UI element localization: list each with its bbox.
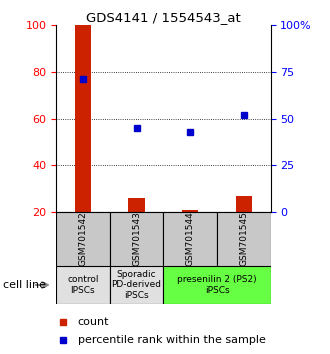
Bar xyxy=(217,212,271,266)
Bar xyxy=(128,198,145,212)
Text: GSM701545: GSM701545 xyxy=(239,211,248,267)
Text: percentile rank within the sample: percentile rank within the sample xyxy=(78,335,265,344)
Bar xyxy=(182,210,198,212)
Bar xyxy=(110,266,163,304)
Bar xyxy=(56,266,110,304)
Text: presenilin 2 (PS2)
iPSCs: presenilin 2 (PS2) iPSCs xyxy=(177,275,257,295)
Text: cell line: cell line xyxy=(3,280,46,290)
Text: GSM701542: GSM701542 xyxy=(79,212,87,266)
Bar xyxy=(110,212,163,266)
Text: Sporadic
PD-derived
iPSCs: Sporadic PD-derived iPSCs xyxy=(112,270,162,300)
Bar xyxy=(163,266,271,304)
Title: GDS4141 / 1554543_at: GDS4141 / 1554543_at xyxy=(86,11,241,24)
Text: GSM701544: GSM701544 xyxy=(186,212,195,266)
Bar xyxy=(163,212,217,266)
Text: count: count xyxy=(78,318,109,327)
Bar xyxy=(236,196,252,212)
Bar xyxy=(75,25,91,212)
Text: GSM701543: GSM701543 xyxy=(132,211,141,267)
Text: control
IPSCs: control IPSCs xyxy=(67,275,99,295)
Bar xyxy=(56,212,110,266)
